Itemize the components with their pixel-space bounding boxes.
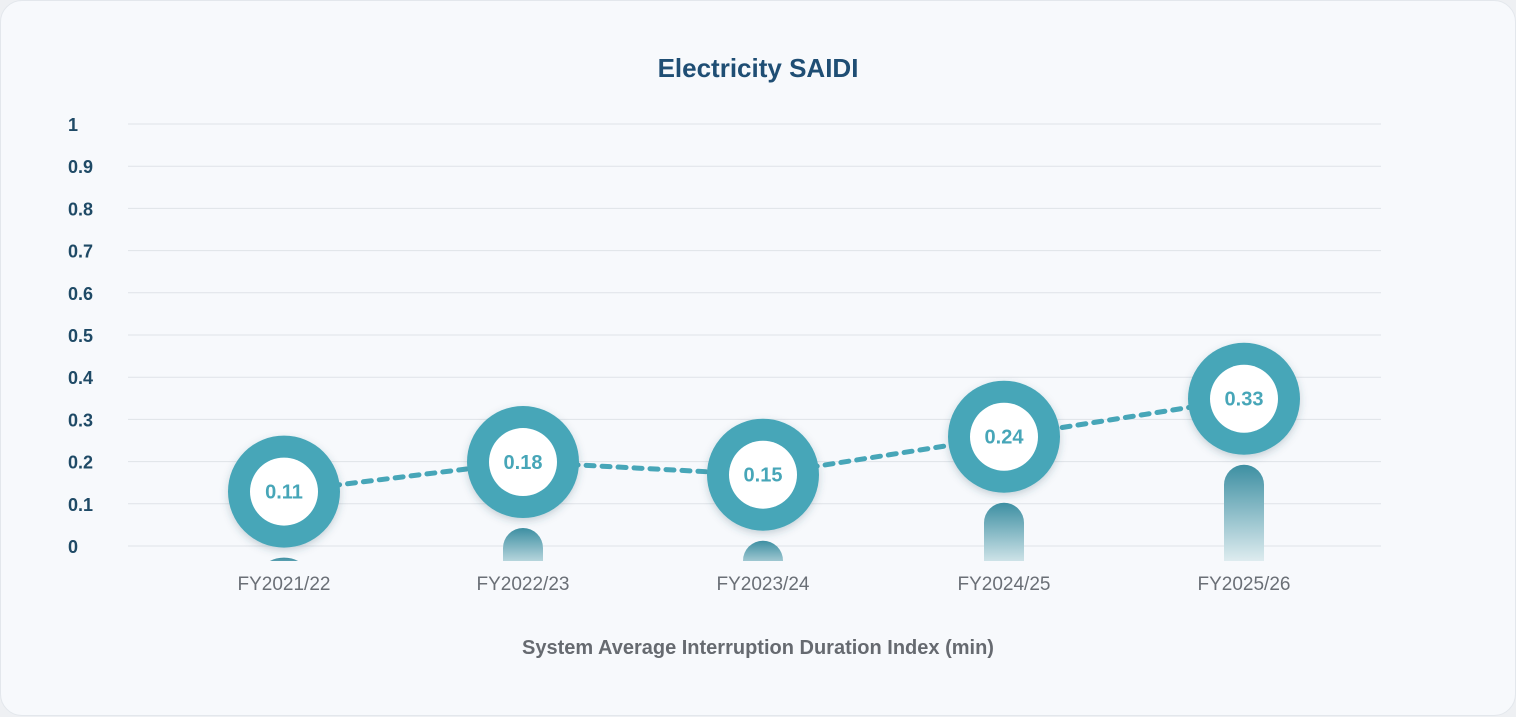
y-tick-label: 0.1 [68, 495, 93, 515]
y-tick-label: 0.6 [68, 284, 93, 304]
x-tick-label: FY2023/24 [717, 574, 810, 595]
y-axis-ticks: 0 0.1 0.2 0.3 0.4 0.5 0.6 0.7 0.8 0.9 1 [68, 115, 93, 557]
y-tick-label: 0.7 [68, 242, 93, 262]
data-label: 0.18 [504, 452, 543, 474]
marker-core [970, 402, 1038, 471]
x-tick-label: FY2024/25 [958, 574, 1051, 595]
y-tick-label: 0.4 [68, 368, 93, 388]
value-pills [128, 464, 1381, 581]
data-markers: 0.11 0.18 0.15 0.24 0.33 [228, 342, 1300, 548]
y-tick-label: 0 [68, 537, 78, 557]
data-label: 0.24 [985, 427, 1025, 449]
marker-core [1210, 364, 1278, 433]
data-label: 0.33 [1225, 389, 1264, 411]
marker-core [729, 440, 797, 509]
data-marker: 0.15 [707, 418, 819, 531]
value-pill [1224, 464, 1264, 581]
x-tick-label: FY2022/23 [477, 574, 570, 595]
y-tick-label: 0.8 [68, 199, 93, 219]
y-tick-label: 0.3 [68, 410, 93, 430]
data-marker: 0.11 [228, 435, 340, 548]
data-label: 0.11 [265, 482, 303, 504]
data-label: 0.15 [744, 465, 783, 487]
x-tick-label: FY2025/26 [1198, 574, 1291, 595]
data-marker: 0.18 [467, 406, 579, 519]
data-marker: 0.24 [948, 380, 1060, 493]
y-tick-label: 1 [68, 115, 78, 135]
marker-core [489, 428, 557, 497]
y-tick-label: 0.5 [68, 326, 93, 346]
data-marker: 0.33 [1188, 342, 1300, 455]
y-tick-label: 0.2 [68, 453, 93, 473]
pill-mask [128, 561, 1381, 581]
marker-core [250, 457, 318, 526]
x-tick-label: FY2021/22 [238, 574, 331, 595]
x-axis-ticks: FY2021/22 FY2022/23 FY2023/24 FY2024/25 FY20… [238, 574, 1291, 595]
chart-title: Electricity SAIDI [657, 53, 859, 83]
x-axis-title: System Average Interruption Duration Ind… [522, 637, 994, 659]
y-tick-label: 0.9 [68, 157, 93, 177]
